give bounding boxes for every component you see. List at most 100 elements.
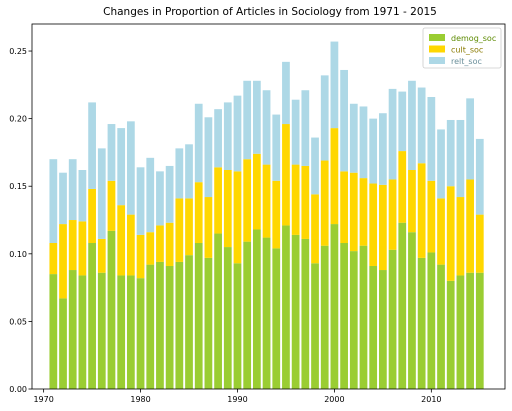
bar-relt_soc-1997 — [301, 90, 310, 166]
bar-demog_soc-1976 — [97, 272, 106, 389]
legend: demog_soc cult_soc relt_soc — [422, 27, 502, 69]
bar-demog_soc-1987 — [204, 257, 213, 389]
bar-cult_soc-1973 — [68, 220, 77, 271]
bar-relt_soc-1988 — [214, 109, 222, 168]
bar-cult_soc-2012 — [446, 186, 455, 281]
bar-demog_soc-1989 — [223, 247, 232, 389]
bar-cult_soc-2003 — [359, 178, 368, 246]
bar-cult_soc-1975 — [88, 188, 96, 243]
bar-demog_soc-1984 — [175, 261, 184, 389]
bar-cult_soc-2000 — [330, 128, 339, 225]
bar-cult_soc-2004 — [369, 183, 378, 266]
bar-relt_soc-1978 — [117, 128, 126, 206]
bar-demog_soc-1980 — [136, 278, 145, 389]
legend-label-cult_soc: cult_soc — [451, 46, 483, 55]
bar-cult_soc-1990 — [233, 171, 242, 264]
bar-demog_soc-2006 — [388, 249, 397, 389]
bar-cult_soc-1998 — [311, 194, 319, 264]
bar-relt_soc-1993 — [262, 90, 271, 165]
bar-demog_soc-2009 — [417, 257, 426, 389]
y-tick-label: 0.20 — [9, 115, 27, 124]
bar-relt_soc-1974 — [78, 170, 87, 222]
bar-cult_soc-2013 — [456, 197, 465, 276]
bar-cult_soc-2015 — [475, 214, 484, 273]
bar-demog_soc-2015 — [475, 272, 484, 389]
bar-cult_soc-1992 — [252, 153, 261, 230]
bar-demog_soc-2014 — [466, 272, 474, 389]
bar-cult_soc-1996 — [291, 164, 300, 235]
bar-demog_soc-1983 — [165, 265, 174, 389]
bar-cult_soc-1983 — [165, 222, 174, 266]
bar-relt_soc-1977 — [107, 124, 116, 181]
bar-cult_soc-1982 — [156, 225, 164, 262]
bar-demog_soc-1998 — [311, 263, 319, 389]
bar-cult_soc-2010 — [427, 180, 436, 253]
bar-relt_soc-2011 — [437, 129, 445, 199]
bar-cult_soc-1995 — [282, 124, 290, 226]
bar-demog_soc-2005 — [379, 270, 387, 389]
bars-group — [49, 41, 484, 389]
bar-demog_soc-2003 — [359, 245, 368, 389]
bar-demog_soc-1996 — [291, 234, 300, 389]
bar-relt_soc-1976 — [97, 148, 106, 239]
chart-title: Changes in Proportion of Articles in Soc… — [103, 6, 437, 18]
bar-relt_soc-2012 — [446, 119, 455, 187]
bar-relt_soc-1996 — [291, 99, 300, 165]
bar-cult_soc-2007 — [398, 151, 407, 223]
bar-demog_soc-1992 — [252, 229, 261, 389]
bar-relt_soc-1982 — [156, 171, 164, 226]
legend-swatch-cult_soc — [429, 45, 445, 53]
bar-cult_soc-2006 — [388, 179, 397, 250]
legend-swatch-demog_soc — [429, 34, 445, 41]
bar-relt_soc-2006 — [388, 88, 397, 180]
bar-demog_soc-1995 — [282, 225, 290, 389]
bar-demog_soc-2007 — [398, 222, 407, 389]
bar-cult_soc-1985 — [185, 198, 193, 256]
y-tick-label: 0.05 — [9, 317, 27, 326]
bar-demog_soc-1972 — [59, 298, 67, 389]
bar-relt_soc-1973 — [68, 159, 77, 221]
bar-cult_soc-2011 — [437, 198, 445, 265]
x-tick-label: 1980 — [130, 395, 150, 404]
bar-cult_soc-1972 — [59, 224, 67, 299]
bar-relt_soc-1989 — [223, 102, 232, 170]
bar-cult_soc-1999 — [320, 160, 329, 246]
bar-demog_soc-2011 — [437, 264, 445, 389]
bar-relt_soc-2004 — [369, 118, 378, 184]
bar-relt_soc-1998 — [311, 137, 319, 195]
bar-relt_soc-1971 — [49, 159, 58, 243]
y-tick-label: 0.15 — [9, 182, 27, 191]
bar-relt_soc-1991 — [243, 80, 252, 160]
bar-relt_soc-2015 — [475, 138, 484, 215]
bar-demog_soc-1999 — [320, 245, 329, 389]
bar-cult_soc-2009 — [417, 163, 426, 258]
bar-cult_soc-2002 — [349, 172, 358, 252]
bar-demog_soc-1990 — [233, 263, 242, 389]
bar-cult_soc-1993 — [262, 164, 271, 238]
bar-cult_soc-1981 — [146, 232, 155, 265]
bar-relt_soc-2001 — [340, 69, 348, 172]
bar-relt_soc-2003 — [359, 106, 368, 179]
axes-group: 0.00 0.05 0.10 0.15 0.20 0.25 1970 1980 1990 2000… — [9, 23, 506, 404]
bar-cult_soc-1987 — [204, 197, 213, 258]
bar-cult_soc-1974 — [78, 221, 87, 276]
bar-cult_soc-1971 — [49, 243, 58, 275]
bar-relt_soc-1980 — [136, 167, 145, 235]
bar-relt_soc-2008 — [408, 80, 416, 170]
x-tick-label: 1970 — [33, 395, 53, 404]
bar-demog_soc-2010 — [427, 252, 436, 389]
bar-demog_soc-1977 — [107, 230, 116, 389]
bar-cult_soc-2008 — [408, 170, 416, 233]
bar-demog_soc-1985 — [185, 255, 193, 389]
bar-relt_soc-2002 — [349, 103, 358, 173]
bar-relt_soc-1979 — [126, 121, 135, 215]
bar-cult_soc-2001 — [340, 171, 348, 243]
bar-relt_soc-2007 — [398, 91, 407, 152]
bar-relt_soc-2009 — [417, 87, 426, 164]
bar-relt_soc-2000 — [330, 41, 339, 129]
bar-cult_soc-1980 — [136, 234, 145, 279]
bar-relt_soc-1994 — [272, 114, 281, 181]
y-tick-label: 0.00 — [9, 385, 27, 394]
bar-relt_soc-2013 — [456, 119, 465, 198]
legend-swatch-relt_soc — [429, 57, 445, 64]
